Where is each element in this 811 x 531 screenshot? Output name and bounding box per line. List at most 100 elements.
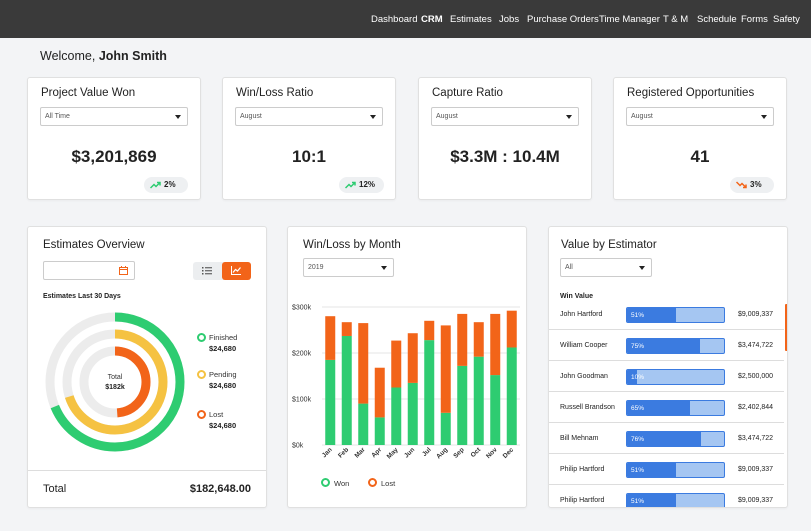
bar-won — [473, 356, 484, 445]
win-amount: $3,474,722 — [738, 342, 774, 349]
bar-lost — [473, 322, 484, 357]
win-progress-bar: 51% — [626, 462, 725, 478]
x-tick-label: Aug — [435, 446, 449, 460]
kpi-filter-dropdown[interactable]: August — [626, 107, 774, 126]
x-tick-label: Jun — [403, 446, 416, 459]
nav-item-safety[interactable]: Safety — [773, 14, 800, 25]
pending-ring — [62, 329, 168, 435]
line-chart-icon — [231, 266, 241, 275]
kpi-card-win-loss-ratio: Win/Loss Ratio August 10:1 12% — [222, 77, 396, 200]
win-progress-bar: 76% — [626, 431, 725, 447]
lost-legend-label: Lost — [209, 410, 224, 419]
x-tick-label: Oct — [470, 446, 483, 459]
estimator-name: Russell Brandson — [560, 404, 615, 411]
bar-lost — [391, 340, 402, 388]
chevron-down-icon — [175, 115, 181, 119]
estimates-overview-panel: Estimates Overview Estimates Last 30 Day… — [27, 226, 267, 508]
win-percent-label: 75% — [631, 343, 645, 350]
pending-legend-label: Pending — [209, 370, 237, 379]
win-progress-bar: 51% — [626, 493, 725, 507]
nav-item-forms[interactable]: Forms — [741, 14, 768, 25]
nav-item-t-and-m[interactable]: T & M — [663, 14, 689, 25]
kpi-filter-dropdown[interactable]: All Time — [40, 107, 188, 126]
win-progress-bar: 51% — [626, 307, 725, 323]
panel-title: Value by Estimator — [561, 239, 657, 251]
table-row[interactable]: Bill Mehnam 76% $3,474,722 — [549, 424, 784, 454]
table-row[interactable]: John Hartford 51% $9,009,337 — [549, 300, 784, 330]
estimator-name: Bill Mehnam — [560, 435, 599, 442]
year-filter-dropdown[interactable]: 2019 — [303, 258, 394, 277]
kpi-filter-value: August — [436, 113, 458, 120]
nav-item-estimates[interactable]: Estimates — [450, 14, 492, 25]
nav-item-dashboard[interactable]: Dashboard — [371, 14, 418, 25]
kpi-filter-value: All Time — [45, 113, 70, 120]
lost-legend-value: $24,680 — [209, 421, 237, 430]
win-percent-label: 65% — [631, 405, 645, 412]
estimator-filter-dropdown[interactable]: All — [560, 258, 652, 277]
ring-center-label: Total — [108, 374, 123, 381]
nav-item-jobs[interactable]: Jobs — [499, 14, 520, 25]
win-amount: $9,009,337 — [738, 311, 774, 318]
chevron-down-icon — [639, 266, 645, 270]
nav-item-crm[interactable]: CRM — [421, 14, 443, 25]
nav-item-schedule[interactable]: Schedule — [697, 14, 737, 25]
bar-won — [374, 417, 385, 445]
estimator-name: John Goodman — [560, 373, 608, 380]
win-amount: $2,500,000 — [738, 373, 774, 380]
kpi-filter-dropdown[interactable]: August — [431, 107, 579, 126]
x-tick-label: Feb — [337, 446, 350, 459]
total-label: Total — [43, 483, 67, 495]
welcome-message: Welcome, John Smith — [40, 49, 167, 63]
trend-value: 3% — [750, 180, 762, 189]
win-amount: $9,009,337 — [738, 466, 774, 473]
win-amount: $2,402,844 — [738, 404, 774, 411]
bar-lost — [374, 367, 385, 418]
list-view-button[interactable] — [193, 262, 221, 280]
welcome-user-name: John Smith — [98, 49, 167, 63]
table-row[interactable]: Philip Hartford 51% $9,009,337 — [549, 486, 784, 507]
calendar-icon[interactable] — [119, 266, 128, 275]
finished-legend-dot — [197, 333, 206, 342]
kpi-filter-dropdown[interactable]: August — [235, 107, 383, 126]
bar-won — [424, 340, 435, 445]
nav-item-purchase-orders[interactable]: Purchase Orders — [527, 14, 599, 25]
win-progress-fill — [627, 432, 701, 446]
trend-badge: 2% — [144, 177, 188, 193]
scrollbar-thumb[interactable] — [785, 304, 787, 351]
win-loss-bar-chart: $0k $100k $200k $300k Jan Feb Mar Apr May Jun Jul A… — [292, 305, 520, 460]
chevron-down-icon — [370, 115, 376, 119]
pending-legend-value: $24,680 — [209, 381, 237, 390]
win-amount: $9,009,337 — [738, 497, 774, 504]
list-icon — [202, 267, 212, 275]
table-row[interactable]: Russell Brandson 65% $2,402,844 — [549, 393, 784, 423]
estimates-subtitle: Estimates Last 30 Days — [43, 293, 121, 300]
bar-won — [506, 347, 517, 445]
bar-won — [391, 387, 402, 445]
won-legend-dot — [321, 478, 330, 487]
x-tick-label: Apr — [370, 446, 383, 459]
bar-won — [325, 359, 336, 445]
table-row[interactable]: John Goodman 10% $2,500,000 — [549, 362, 784, 392]
x-tick-label: Dec — [502, 446, 516, 460]
bar-won — [457, 365, 468, 445]
bar-won — [358, 403, 369, 445]
table-row[interactable]: Philip Hartford 51% $9,009,337 — [549, 455, 784, 485]
x-tick-label: Mar — [354, 446, 367, 459]
finished-legend-label: Finished — [209, 333, 238, 342]
chart-view-button[interactable] — [222, 262, 251, 280]
bar-lost — [506, 310, 517, 348]
bar-lost — [457, 313, 468, 366]
x-tick-label: Sep — [452, 446, 465, 459]
win-progress-fill — [627, 339, 700, 353]
kpi-card-registered-opportunities: Registered Opportunities August 41 3% — [613, 77, 787, 200]
lost-legend-label: Lost — [381, 479, 396, 488]
kpi-title: Capture Ratio — [432, 87, 503, 99]
table-row[interactable]: William Cooper 75% $3,474,722 — [549, 331, 784, 361]
nav-item-time-manager[interactable]: Time Manager — [599, 14, 660, 25]
y-tick-label: $200k — [292, 351, 312, 358]
estimator-name: William Cooper — [560, 342, 608, 349]
win-progress-bar: 65% — [626, 400, 725, 416]
trend-up-icon — [345, 181, 356, 189]
date-picker-input[interactable] — [43, 261, 135, 280]
radial-progress-chart: Total $182k — [45, 312, 185, 452]
